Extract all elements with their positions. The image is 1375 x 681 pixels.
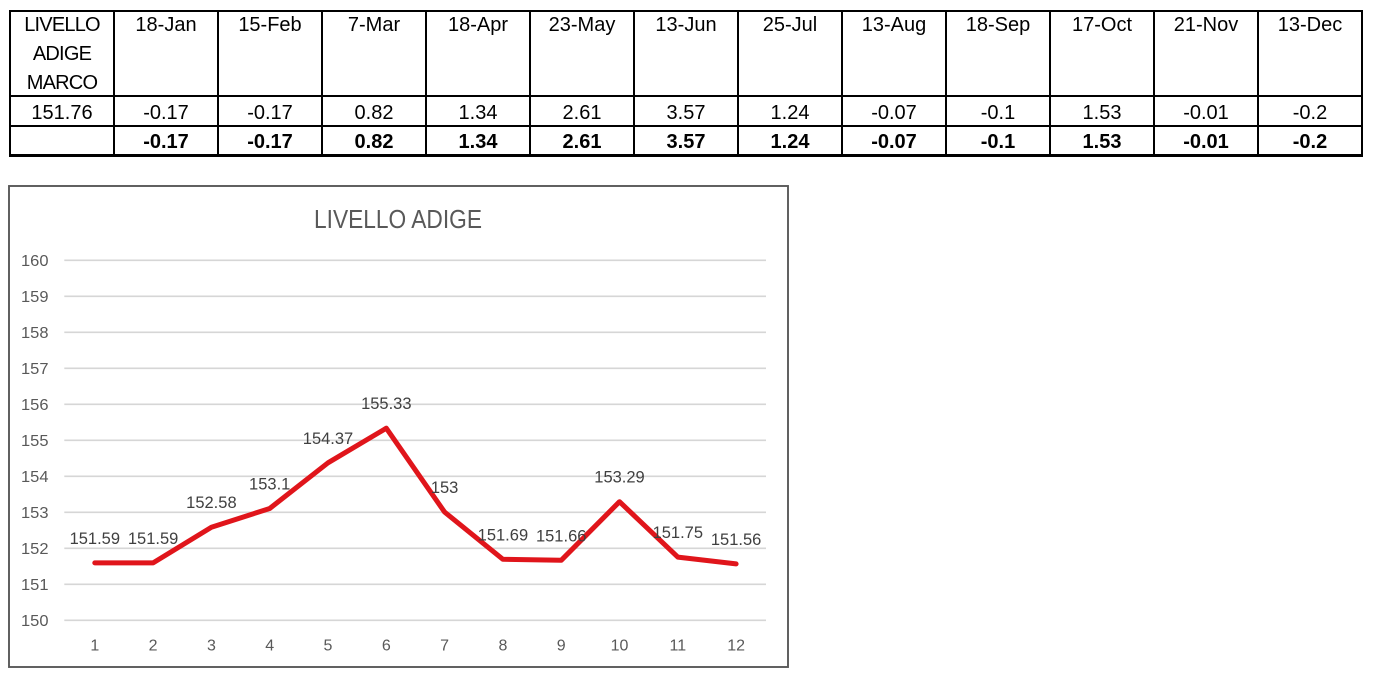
svg-text:151.59: 151.59 — [128, 530, 178, 548]
svg-text:2: 2 — [149, 637, 158, 654]
svg-text:159: 159 — [21, 289, 49, 306]
svg-text:5: 5 — [324, 637, 333, 654]
svg-text:10: 10 — [611, 637, 629, 654]
svg-text:3: 3 — [207, 637, 216, 654]
svg-text:LIVELLO ADIGE: LIVELLO ADIGE — [314, 204, 482, 234]
svg-text:160: 160 — [21, 253, 49, 270]
svg-text:7: 7 — [440, 637, 449, 654]
svg-text:11: 11 — [669, 637, 686, 654]
svg-text:9: 9 — [557, 637, 566, 654]
svg-text:155: 155 — [21, 433, 49, 450]
svg-text:156: 156 — [21, 397, 49, 414]
svg-text:154: 154 — [21, 469, 49, 486]
svg-text:153.1: 153.1 — [249, 476, 290, 494]
svg-text:151: 151 — [21, 577, 49, 594]
svg-text:151.66: 151.66 — [536, 527, 586, 545]
svg-text:151.56: 151.56 — [711, 531, 761, 549]
svg-text:158: 158 — [21, 325, 49, 342]
svg-text:150: 150 — [21, 613, 49, 630]
svg-text:153: 153 — [431, 479, 459, 497]
svg-text:151.59: 151.59 — [70, 530, 120, 548]
svg-text:157: 157 — [21, 361, 49, 378]
svg-text:8: 8 — [498, 637, 507, 654]
svg-text:153: 153 — [21, 505, 49, 522]
svg-text:6: 6 — [382, 637, 391, 654]
svg-text:153.29: 153.29 — [594, 469, 644, 487]
svg-text:1: 1 — [90, 637, 99, 654]
svg-text:152.58: 152.58 — [186, 494, 236, 512]
svg-text:4: 4 — [265, 637, 274, 654]
svg-text:154.37: 154.37 — [303, 430, 353, 448]
svg-text:151.75: 151.75 — [653, 524, 703, 542]
svg-text:155.33: 155.33 — [361, 395, 411, 413]
svg-text:12: 12 — [727, 637, 745, 654]
svg-text:152: 152 — [21, 541, 49, 558]
svg-text:151.69: 151.69 — [478, 526, 528, 544]
